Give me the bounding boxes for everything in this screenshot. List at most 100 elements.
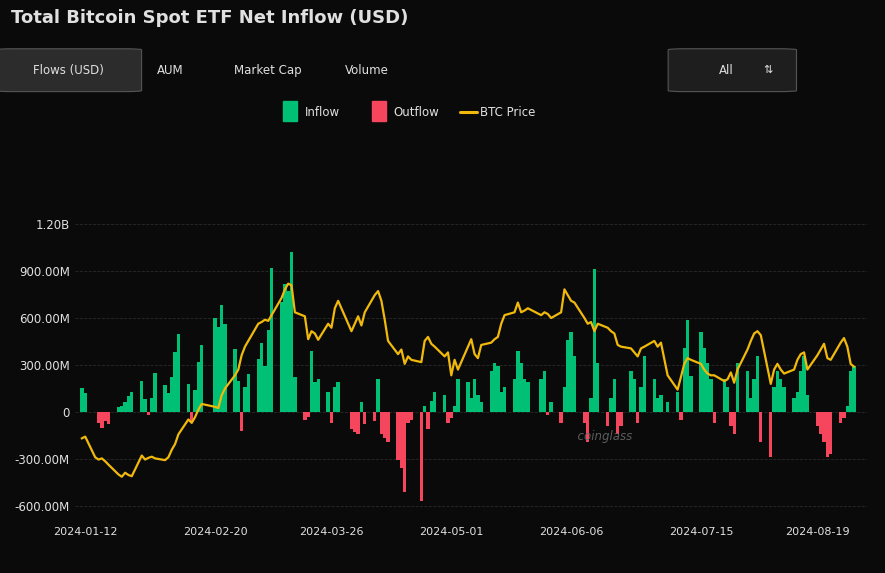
Bar [213, 318, 217, 412]
Bar [350, 412, 353, 429]
Bar [682, 348, 686, 412]
Text: Volume: Volume [345, 64, 389, 77]
Bar [726, 387, 729, 412]
Bar [527, 382, 529, 412]
Bar [164, 385, 166, 412]
Bar [363, 412, 366, 425]
Bar [317, 379, 319, 412]
Bar [666, 402, 669, 412]
Bar [270, 268, 273, 412]
Bar [383, 412, 387, 438]
Bar [796, 391, 799, 412]
Bar [127, 396, 130, 412]
Bar [843, 412, 846, 418]
Bar [779, 379, 782, 412]
Bar [336, 382, 340, 412]
Bar [153, 372, 157, 412]
Bar [372, 101, 386, 121]
Bar [223, 324, 227, 412]
Bar [443, 395, 446, 412]
Bar [550, 402, 553, 412]
Bar [496, 367, 499, 412]
Bar [803, 355, 805, 412]
Bar [406, 412, 410, 423]
Bar [712, 412, 716, 423]
Bar [543, 371, 546, 412]
Bar [410, 412, 413, 419]
Bar [769, 412, 773, 457]
Bar [313, 382, 317, 412]
Bar [480, 402, 483, 412]
Bar [852, 367, 856, 412]
Bar [283, 284, 287, 412]
Bar [217, 327, 220, 412]
Bar [612, 379, 616, 412]
Bar [234, 350, 236, 412]
Bar [589, 398, 593, 412]
Text: coinglass: coinglass [570, 430, 633, 443]
Bar [457, 379, 459, 412]
Bar [476, 395, 480, 412]
Bar [96, 412, 100, 423]
FancyBboxPatch shape [668, 49, 796, 92]
Bar [689, 376, 693, 412]
Bar [83, 393, 87, 412]
Bar [266, 331, 270, 412]
Bar [822, 412, 826, 442]
Bar [569, 332, 573, 412]
Bar [193, 390, 196, 412]
Bar [805, 395, 809, 412]
Bar [499, 391, 503, 412]
Bar [652, 379, 656, 412]
Bar [616, 412, 619, 434]
Bar [792, 398, 796, 412]
Bar [699, 332, 703, 412]
Bar [563, 387, 566, 412]
Bar [400, 412, 403, 468]
Bar [150, 398, 153, 412]
Bar [633, 379, 636, 412]
Bar [819, 412, 822, 434]
Bar [470, 398, 473, 412]
Bar [247, 374, 250, 412]
Bar [280, 303, 283, 412]
Bar [559, 412, 563, 423]
Bar [519, 363, 523, 412]
Bar [387, 412, 389, 442]
FancyBboxPatch shape [0, 49, 142, 92]
Bar [166, 393, 170, 412]
Bar [503, 387, 506, 412]
Text: All: All [719, 64, 734, 77]
Bar [706, 363, 709, 412]
Bar [450, 412, 453, 418]
Bar [403, 412, 406, 492]
Bar [173, 352, 177, 412]
Bar [293, 378, 296, 412]
Bar [676, 391, 680, 412]
Bar [493, 363, 496, 412]
Bar [376, 379, 380, 412]
Bar [582, 412, 586, 423]
Bar [453, 406, 457, 412]
Bar [104, 412, 107, 421]
Bar [735, 363, 739, 412]
Bar [826, 412, 829, 457]
Bar [333, 387, 336, 412]
Bar [680, 412, 682, 419]
Bar [643, 355, 646, 412]
Bar [423, 406, 427, 412]
Bar [489, 371, 493, 412]
Bar [360, 402, 363, 412]
Text: Total Bitcoin Spot ETF Net Inflow (USD): Total Bitcoin Spot ETF Net Inflow (USD) [11, 9, 408, 26]
Text: Market Cap: Market Cap [234, 64, 302, 77]
Bar [327, 391, 330, 412]
Bar [380, 412, 383, 434]
Bar [107, 412, 110, 425]
Bar [756, 355, 759, 412]
Bar [257, 359, 260, 412]
Text: Outflow: Outflow [393, 105, 439, 119]
Bar [846, 406, 849, 412]
Bar [330, 412, 333, 423]
Bar [200, 344, 204, 412]
Bar [283, 101, 297, 121]
